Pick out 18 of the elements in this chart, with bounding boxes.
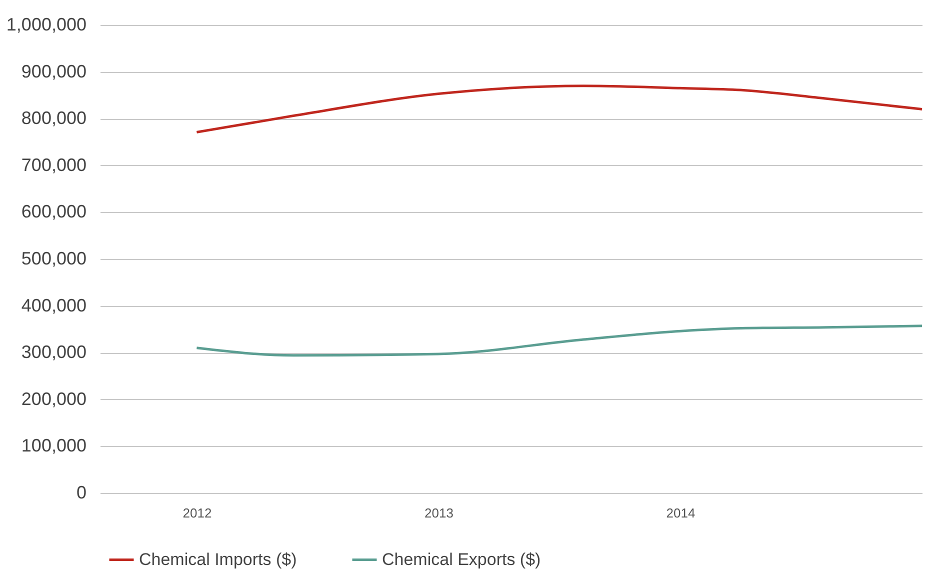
y-tick-label: 300,000: [21, 342, 86, 362]
line-series: [195, 84, 924, 134]
y-tick-label: 1,000,000: [6, 14, 86, 34]
y-tick-label: 100,000: [21, 436, 86, 456]
legend-label: Chemical Imports ($): [139, 550, 297, 569]
y-tick-label: 500,000: [21, 248, 86, 268]
y-tick-label: 0: [76, 482, 86, 502]
line-series: [195, 324, 924, 357]
y-tick-label: 700,000: [21, 154, 86, 175]
y-tick-label: 900,000: [21, 61, 86, 82]
y-tick-label: 200,000: [21, 388, 86, 409]
x-tick-label: 2013: [424, 506, 454, 520]
y-tick-label: 800,000: [21, 108, 86, 128]
x-tick-label: 2014: [666, 506, 696, 520]
y-tick-label: 400,000: [21, 295, 86, 316]
x-tick-label: 2012: [182, 506, 212, 520]
legend-label: Chemical Exports ($): [382, 550, 541, 569]
y-tick-label: 600,000: [21, 202, 86, 222]
